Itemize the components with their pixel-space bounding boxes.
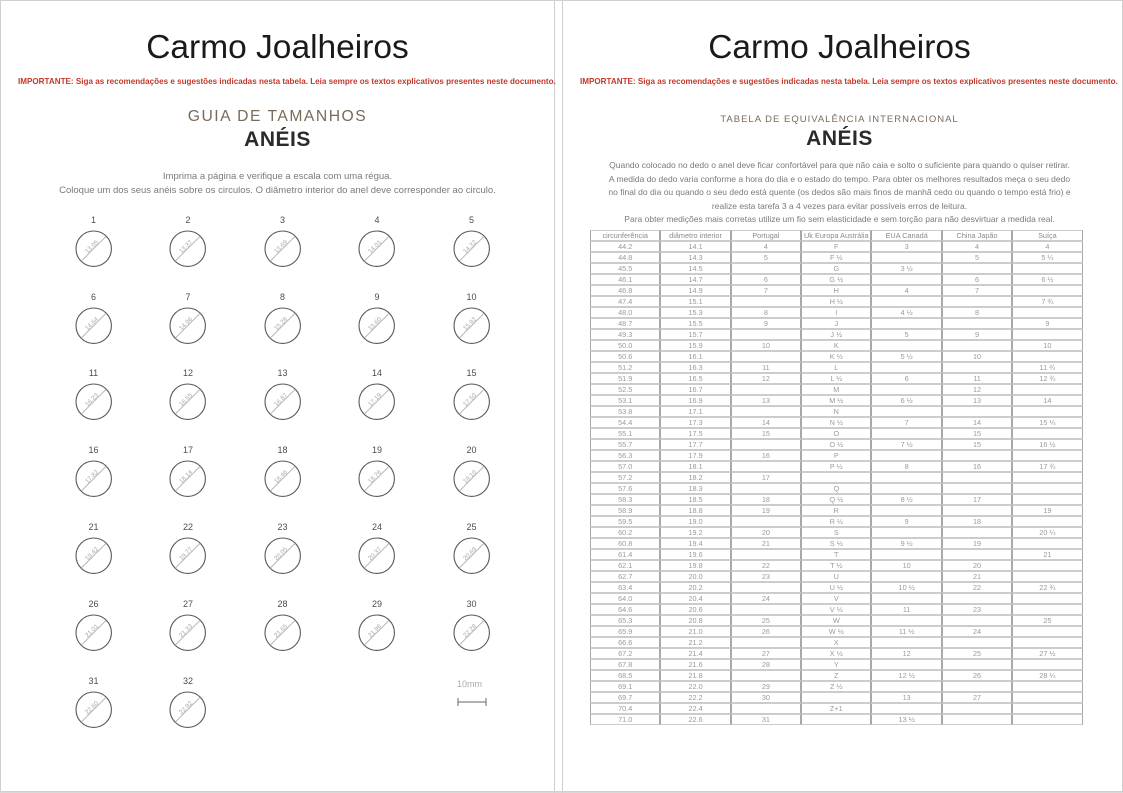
svg-text:22.60: 22.60: [84, 699, 100, 715]
svg-text:21.01: 21.01: [84, 622, 100, 638]
svg-text:21.33: 21.33: [178, 622, 194, 638]
svg-text:19.42: 19.42: [84, 546, 100, 562]
svg-text:15.28: 15.28: [273, 315, 289, 331]
svg-text:17.50: 17.50: [462, 392, 478, 408]
svg-text:14.96: 14.96: [178, 315, 194, 331]
svg-text:14.01: 14.01: [367, 238, 383, 254]
svg-text:18.14: 18.14: [178, 469, 194, 485]
svg-text:15.60: 15.60: [367, 315, 383, 331]
svg-text:13.05: 13.05: [84, 238, 100, 254]
svg-text:21.65: 21.65: [273, 622, 289, 638]
svg-text:17.19: 17.19: [367, 392, 383, 408]
svg-text:18.76: 18.76: [367, 469, 383, 485]
svg-text:16.87: 16.87: [273, 392, 289, 408]
svg-text:13.37: 13.37: [178, 238, 194, 254]
svg-text:16.55: 16.55: [178, 392, 194, 408]
svg-text:19.77: 19.77: [178, 546, 194, 562]
svg-text:14.32: 14.32: [462, 238, 478, 254]
svg-text:16.23: 16.23: [84, 392, 100, 408]
svg-text:21.96: 21.96: [367, 622, 383, 638]
svg-text:14.64: 14.64: [84, 315, 100, 331]
svg-text:20.69: 20.69: [462, 546, 478, 562]
svg-text:22.28: 22.28: [462, 622, 478, 638]
svg-text:15.92: 15.92: [462, 315, 478, 331]
svg-text:20.37: 20.37: [367, 546, 383, 562]
svg-text:20.05: 20.05: [273, 546, 289, 562]
svg-text:18.46: 18.46: [273, 469, 289, 485]
svg-text:22.92: 22.92: [178, 699, 194, 715]
svg-text:13.69: 13.69: [273, 238, 289, 254]
svg-text:19.10: 19.10: [462, 469, 478, 485]
svg-text:17.82: 17.82: [84, 469, 100, 485]
